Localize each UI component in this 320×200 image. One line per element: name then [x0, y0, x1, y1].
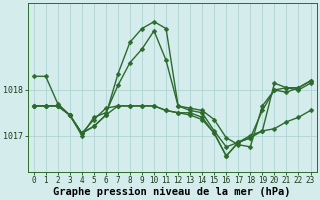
X-axis label: Graphe pression niveau de la mer (hPa): Graphe pression niveau de la mer (hPa): [53, 186, 291, 197]
